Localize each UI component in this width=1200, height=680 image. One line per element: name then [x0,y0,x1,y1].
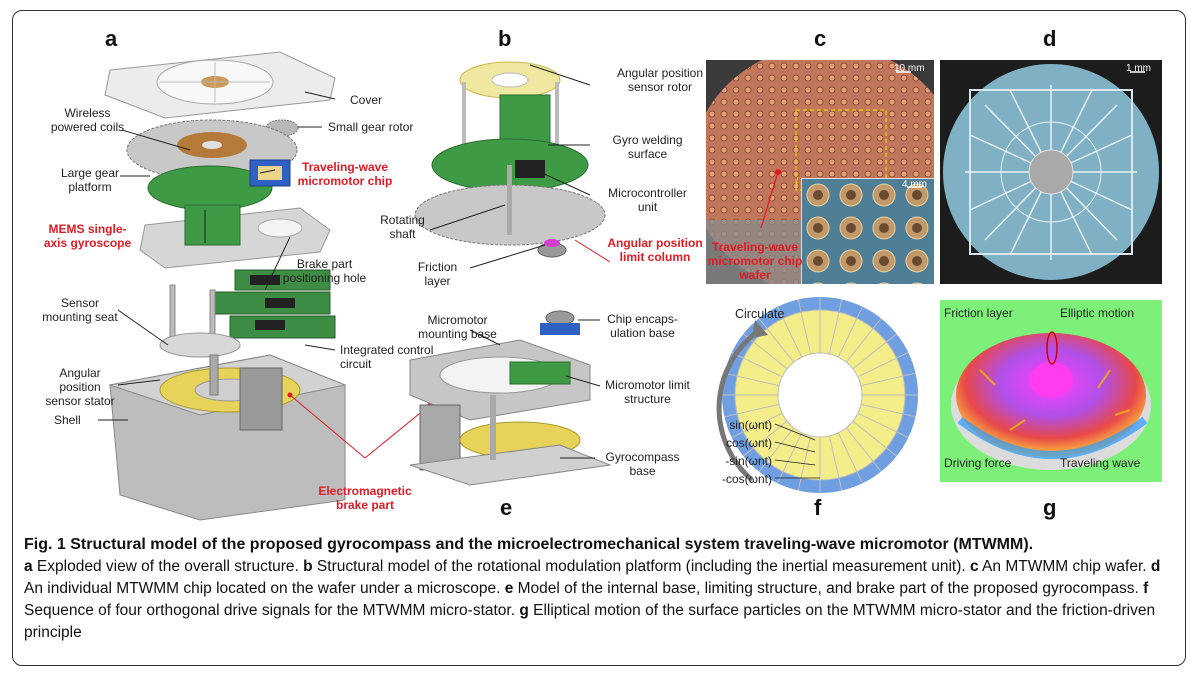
caption-body: a Exploded view of the overall structure… [24,556,1174,644]
panel-letter-a: a [105,26,118,51]
wafer-inset: 4 mm [801,178,934,284]
label-small-gear: Small gear rotor [328,120,414,134]
label-large-gear: Large gear platform [60,166,120,194]
caption-b: b [303,558,313,575]
label-limit-structure: Micromotor limit structure [605,378,690,406]
ring-spoke [845,427,882,472]
caption-e-text: Model of the internal base, limiting str… [513,580,1144,597]
panel-letter-e: e [500,495,513,520]
caption-f: f [1143,580,1149,597]
ring-spoke [828,435,843,491]
caption-d: d [1150,558,1161,575]
ring-spoke [857,412,909,438]
caption-g-text: Elliptical motion of the surface particl… [24,602,1156,641]
ring-spoke [724,403,780,418]
label-gyrocompass-base: Gyrocompass base [605,450,680,478]
panel-letter-b: b [498,26,512,51]
label-chip-encapsulation: Chip encaps-ulation base [607,312,678,340]
ring-spoke [743,420,788,457]
label-cover: Cover [350,93,383,107]
label-friction-layer-g: Friction layer [944,306,1013,320]
label-gyro-welding: Gyro welding surface [612,133,683,161]
chip-scale-1mm: 1 mm [1126,63,1151,74]
ring-spoke [797,299,812,355]
panel-letter-d: d [1043,26,1057,51]
label-wireless-coils: Wireless powered coils [50,106,125,134]
panel-letter-g: g [1043,495,1057,520]
wafer-photo: 10 mm 4 mm [706,60,934,284]
label-cos: cos(ωnt) [725,436,772,450]
ring-spoke [758,318,795,363]
ring-spoke [852,420,897,457]
ring-spoke [837,432,863,484]
caption-a-text: Exploded view of the overall structure. [32,558,304,575]
caption-e: e [504,580,514,597]
caption-c-text: An MTWMM chip wafer. [978,558,1151,575]
label-angular-limit: Angular position limit column [607,236,703,264]
caption-g: g [519,602,529,619]
caption-c: c [969,558,979,575]
label-traveling-wave-chip: Traveling-wave micromotor chip [297,160,393,188]
caption-b-text: Structural model of the rotational modul… [312,558,970,575]
label-driving-force: Driving force [944,456,1012,470]
caption-a: a [24,558,33,575]
label-angular-rotor: Angular position sensor rotor [616,66,704,94]
label-friction-layer-b: Friction layer [417,260,458,288]
ring-spoke [731,412,783,438]
label-mems-gyroscope: MEMS single-axis gyroscope [43,222,132,250]
ring-spoke [731,352,783,378]
label-mounting-base: Micromotor mounting base [418,313,497,341]
elliptic-motion-render [940,300,1162,482]
ring-spoke [724,372,780,387]
ring-spoke [857,352,909,378]
ring-spoke [860,403,916,418]
wafer-scale-10mm: 10 mm [894,63,925,74]
label-wafer: Traveling-wave micromotor chip wafer [707,240,803,282]
caption-d-text: An individual MTWMM chip located on the … [24,580,505,597]
ring-spoke [852,333,897,370]
inset-scale-4mm: 4 mm [902,179,927,190]
label-microcontroller: Microcontroller unit [608,186,687,214]
label-shell: Shell [54,413,81,427]
microscope-chip-photo: 1 mm [940,60,1162,284]
ring-spoke [828,299,843,355]
ring-spoke [797,435,812,491]
ring-spoke [837,306,863,358]
label-electromagnetic-brake: Electromagnetic brake part [318,484,412,512]
label-sensor-seat: Sensor mounting seat [42,296,118,324]
caption-title: Fig. 1 Structural model of the proposed … [24,536,1034,553]
figure-caption: Fig. 1 Structural model of the proposed … [24,534,1174,644]
label-circulate: Circulate [735,307,785,321]
label-brake-hole: Brake part positioning hole [282,257,367,285]
caption-f-text: Sequence of four orthogonal drive signal… [24,602,520,619]
ring-spoke [777,432,803,484]
label-angular-stator: Angular position sensor stator [45,366,115,408]
panel-letter-c: c [814,26,827,51]
label-neg-cos: -cos(ωnt) [721,472,772,486]
panel-letter-f: f [814,495,822,520]
ring-spoke [860,372,916,387]
label-traveling-wave: Traveling wave [1060,456,1141,470]
label-integrated-circuit: Integrated control circuit [340,343,434,371]
figure-frame [12,10,1186,666]
label-elliptic-motion: Elliptic motion [1060,306,1135,320]
ring-spoke [777,306,803,358]
ring-spoke [758,427,795,472]
ring-spoke [845,318,882,363]
label-rotating-shaft: Rotating shaft [380,213,425,241]
label-neg-sin: -sin(ωnt) [725,454,772,468]
label-sin: sin(ωnt) [729,418,772,432]
